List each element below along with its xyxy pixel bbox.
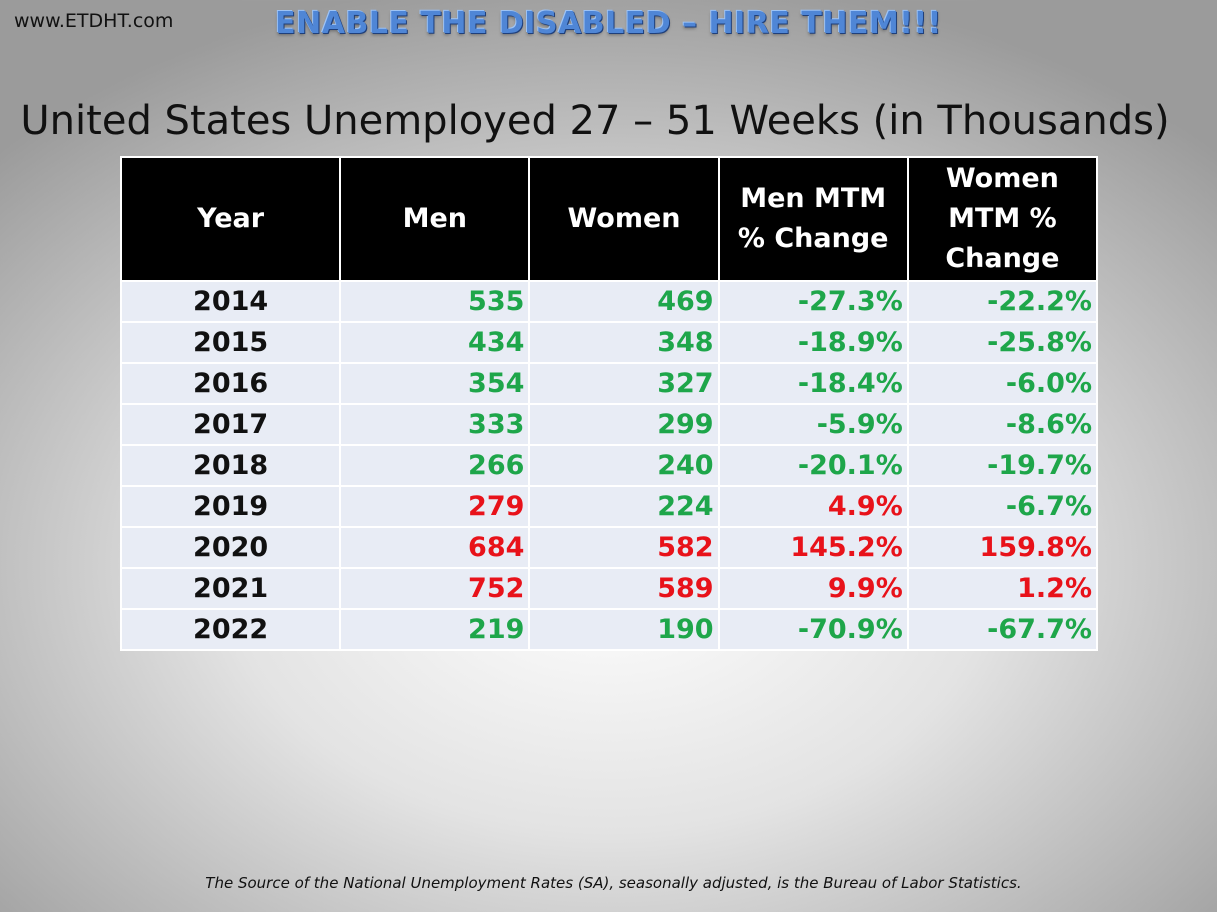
men-cell: 279 (339, 485, 531, 528)
women-cell: 327 (528, 362, 720, 405)
women-cell: 348 (528, 321, 720, 364)
women-change-cell: -6.7% (906, 485, 1099, 528)
site-url[interactable]: www.ETDHT.com (14, 10, 174, 32)
table-row: 2018 266 240 -20.1% -19.7% (119, 444, 1099, 487)
year-cell: 2015 (119, 321, 342, 364)
data-table: Year Men Women Men MTM % Change Women MT… (119, 156, 1099, 651)
men-cell: 219 (339, 608, 531, 651)
men-cell: 333 (339, 403, 531, 446)
column-header-men: Men (339, 156, 531, 282)
table-row: 2020 684 582 145.2% 159.8% (119, 526, 1099, 569)
women-cell: 240 (528, 444, 720, 487)
men-change-cell: -18.4% (717, 362, 909, 405)
table-row: 2014 535 469 -27.3% -22.2% (119, 280, 1099, 323)
table-row: 2021 752 589 9.9% 1.2% (119, 567, 1099, 610)
table-row: 2019 279 224 4.9% -6.7% (119, 485, 1099, 528)
men-cell: 434 (339, 321, 531, 364)
women-change-cell: 159.8% (906, 526, 1099, 569)
women-change-cell: -19.7% (906, 444, 1099, 487)
year-cell: 2016 (119, 362, 342, 405)
men-cell: 684 (339, 526, 531, 569)
year-cell: 2022 (119, 608, 342, 651)
table-row: 2022 219 190 -70.9% -67.7% (119, 608, 1099, 651)
men-cell: 535 (339, 280, 531, 323)
men-change-cell: 4.9% (717, 485, 909, 528)
men-change-cell: -27.3% (717, 280, 909, 323)
women-change-cell: -22.2% (906, 280, 1099, 323)
women-cell: 469 (528, 280, 720, 323)
women-change-cell: -6.0% (906, 362, 1099, 405)
women-cell: 582 (528, 526, 720, 569)
year-cell: 2014 (119, 280, 342, 323)
women-cell: 299 (528, 403, 720, 446)
year-cell: 2019 (119, 485, 342, 528)
banner-slogan: ENABLE THE DISABLED – HIRE THEM!!! (275, 6, 942, 41)
women-change-cell: -25.8% (906, 321, 1099, 364)
women-change-cell: -67.7% (906, 608, 1099, 651)
men-change-cell: -18.9% (717, 321, 909, 364)
header-row: Year Men Women Men MTM % Change Women MT… (119, 156, 1099, 282)
table-row: 2015 434 348 -18.9% -25.8% (119, 321, 1099, 364)
year-cell: 2018 (119, 444, 342, 487)
year-cell: 2020 (119, 526, 342, 569)
column-header-men-change: Men MTM % Change (717, 156, 909, 282)
column-header-year: Year (119, 156, 342, 282)
men-change-cell: -70.9% (717, 608, 909, 651)
men-cell: 752 (339, 567, 531, 610)
men-cell: 354 (339, 362, 531, 405)
men-change-cell: -5.9% (717, 403, 909, 446)
men-change-cell: -20.1% (717, 444, 909, 487)
column-header-women-change: Women MTM % Change (906, 156, 1099, 282)
women-cell: 190 (528, 608, 720, 651)
source-note: The Source of the National Unemployment … (205, 874, 1022, 892)
column-header-women: Women (528, 156, 720, 282)
year-cell: 2017 (119, 403, 342, 446)
men-change-cell: 145.2% (717, 526, 909, 569)
men-cell: 266 (339, 444, 531, 487)
women-cell: 589 (528, 567, 720, 610)
year-cell: 2021 (119, 567, 342, 610)
table-body: 2014 535 469 -27.3% -22.2% 2015 434 348 -18.9% -2… (119, 280, 1099, 651)
table-row: 2016 354 327 -18.4% -6.0% (119, 362, 1099, 405)
women-change-cell: 1.2% (906, 567, 1099, 610)
women-cell: 224 (528, 485, 720, 528)
women-change-cell: -8.6% (906, 403, 1099, 446)
page-title: United States Unemployed 27 – 51 Weeks (… (20, 98, 1170, 144)
table-row: 2017 333 299 -5.9% -8.6% (119, 403, 1099, 446)
men-change-cell: 9.9% (717, 567, 909, 610)
